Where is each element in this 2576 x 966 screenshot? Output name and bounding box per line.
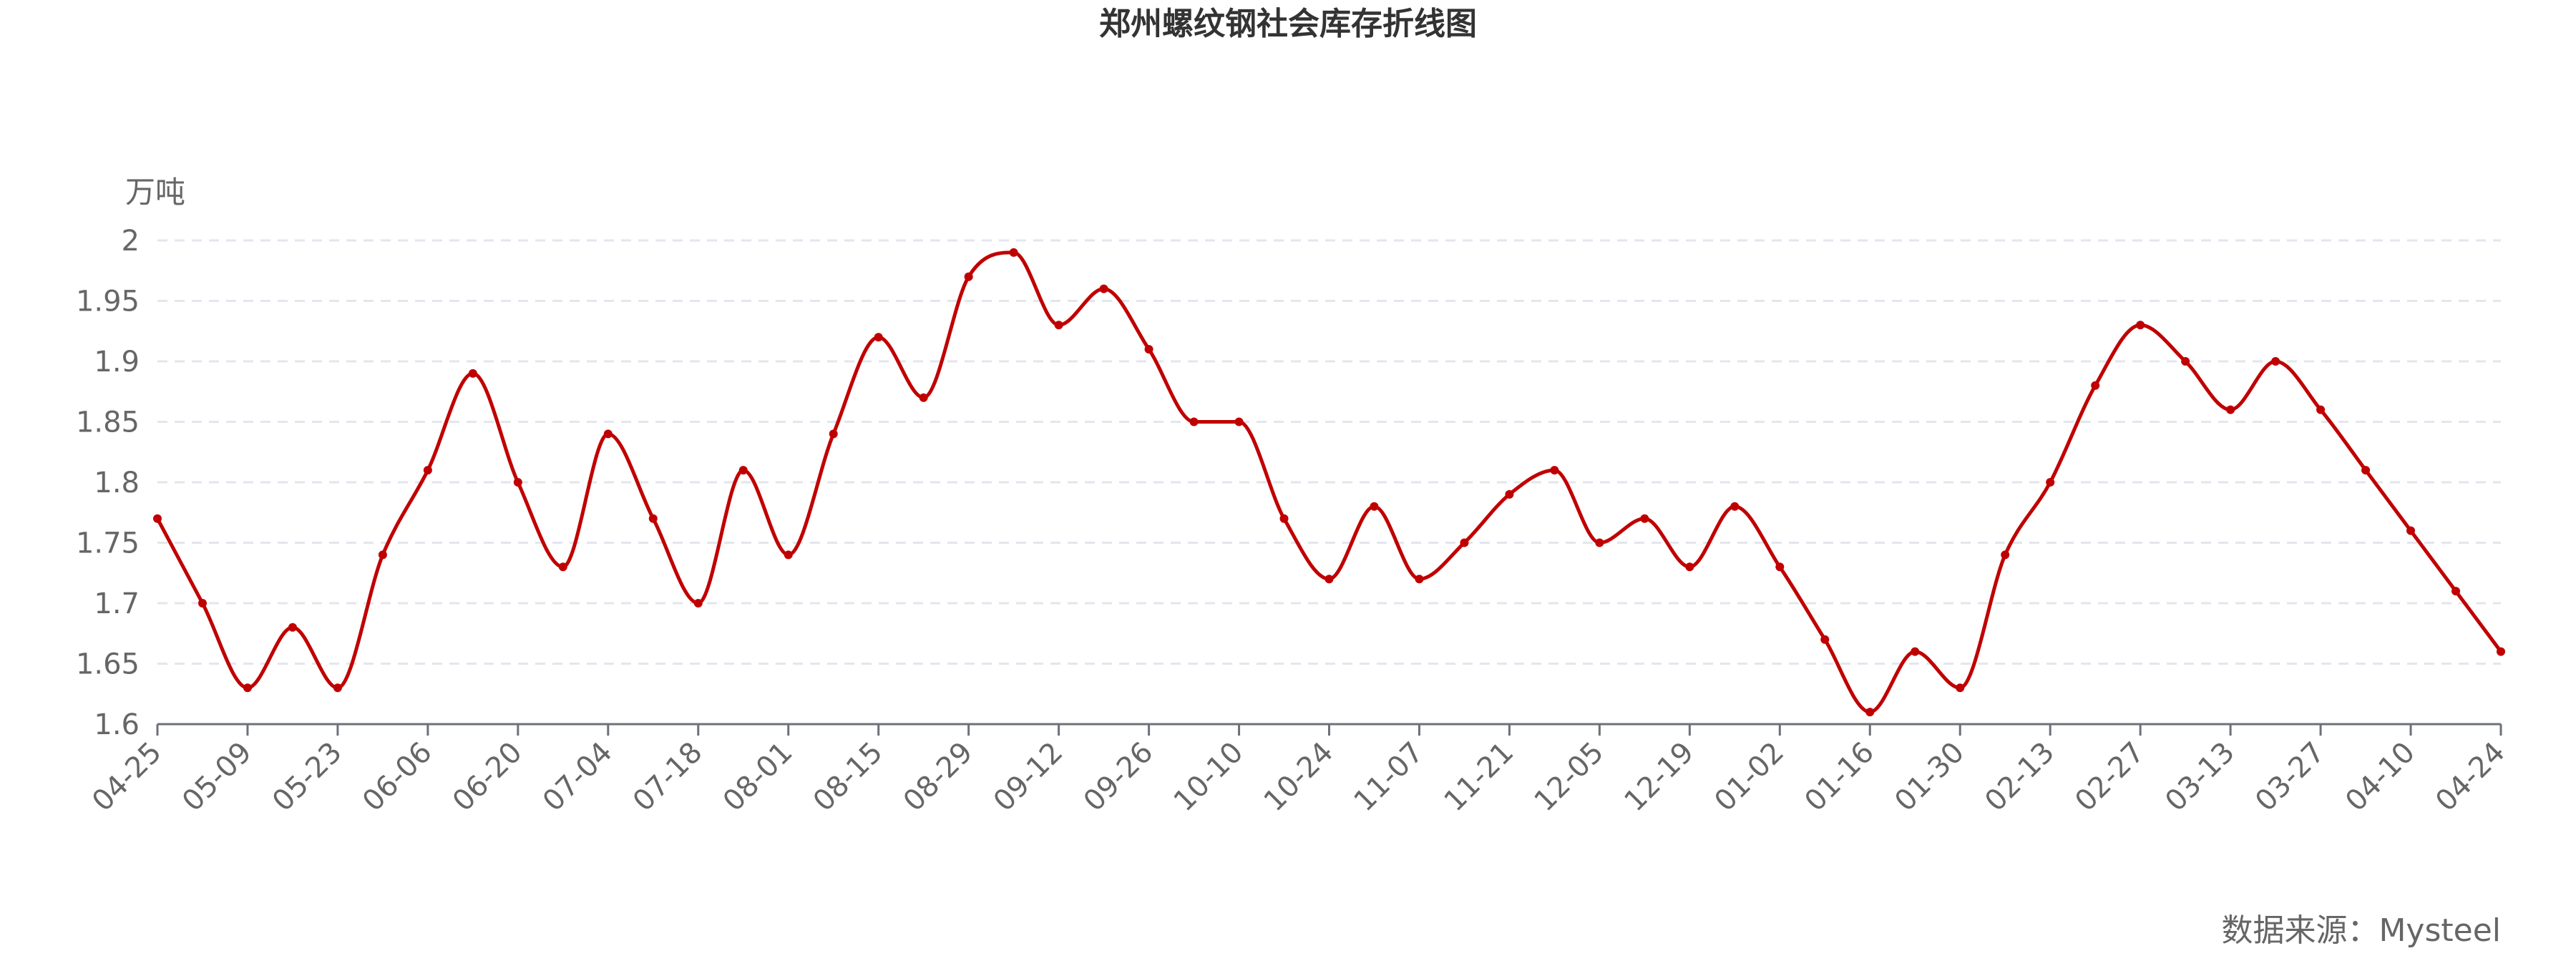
data-point	[197, 599, 207, 608]
data-point	[333, 683, 342, 693]
data-point	[1956, 683, 1965, 693]
data-point	[2497, 647, 2505, 656]
data-point	[2091, 381, 2100, 390]
data-point	[1054, 321, 1063, 330]
x-tick-label: 04-24	[2429, 736, 2512, 818]
gridlines	[157, 239, 2501, 665]
data-point	[1730, 502, 1740, 511]
data-point	[648, 514, 658, 523]
x-tick-label: 05-09	[176, 736, 258, 818]
data-point	[919, 393, 928, 402]
data-point	[378, 550, 387, 560]
data-point	[1865, 708, 1875, 717]
y-tick-label: 1.75	[76, 527, 140, 560]
y-tick-label: 1.9	[94, 346, 140, 379]
series-layer	[153, 248, 2505, 717]
data-point	[1234, 417, 1244, 426]
x-tick-label: 12-05	[1528, 736, 1611, 818]
x-tick-label: 03-13	[2159, 736, 2241, 818]
data-point	[1685, 562, 1694, 572]
x-axis-ticks: 04-25 05-09 05-23 06-06 06-20 07-04 07-18 08-01…	[86, 724, 2512, 818]
y-tick-label: 2	[122, 225, 140, 258]
data-point	[423, 466, 432, 475]
x-tick-label: 05-23	[266, 736, 348, 818]
x-tick-label: 11-21	[1438, 736, 1521, 818]
data-point	[1550, 466, 1559, 475]
data-point	[1324, 575, 1334, 584]
x-tick-label: 01-02	[1708, 736, 1790, 818]
data-point	[1775, 562, 1785, 572]
y-tick-label: 1.85	[76, 406, 140, 439]
chart-title: 郑州螺纹钢社会库存折线图	[1099, 6, 1477, 42]
x-tick-label: 10-24	[1258, 736, 1340, 818]
data-point	[2451, 587, 2461, 596]
data-point	[2046, 478, 2055, 487]
data-point	[2361, 466, 2371, 475]
x-tick-label: 09-12	[987, 736, 1070, 818]
x-tick-label: 01-30	[1888, 736, 1971, 818]
x-tick-label: 08-29	[897, 736, 980, 818]
y-tick-label: 1.8	[94, 467, 140, 499]
x-tick-label: 07-04	[537, 736, 619, 818]
data-point	[1099, 284, 1108, 293]
data-point	[1820, 635, 1830, 644]
data-point	[1460, 538, 1469, 547]
x-tick-label: 11-07	[1348, 736, 1430, 818]
source-note: 数据来源：Mysteel	[2221, 912, 2501, 949]
data-point	[829, 429, 838, 439]
data-point	[1370, 502, 1379, 511]
x-tick-label: 01-16	[1798, 736, 1880, 818]
x-tick-label: 10-10	[1168, 736, 1250, 818]
data-point	[153, 514, 162, 523]
data-point	[1144, 345, 1153, 354]
y-axis-ticks: 1.6 1.65 1.7 1.75 1.8 1.85 1.9 1.95 2	[76, 225, 140, 741]
x-tick-label: 08-01	[717, 736, 799, 818]
data-point	[1009, 248, 1018, 257]
data-point	[1595, 538, 1604, 547]
x-tick-label: 02-27	[2069, 736, 2151, 818]
x-tick-label: 04-10	[2339, 736, 2421, 818]
data-point	[693, 599, 703, 608]
data-point	[1505, 489, 1514, 499]
data-point	[2406, 526, 2416, 535]
data-point	[784, 550, 793, 560]
data-point	[513, 478, 522, 487]
data-point	[468, 369, 477, 378]
data-point	[558, 562, 567, 572]
data-point	[2226, 405, 2235, 414]
x-tick-label: 07-18	[627, 736, 709, 818]
x-tick-label: 03-27	[2249, 736, 2331, 818]
y-tick-label: 1.65	[76, 648, 140, 681]
x-tick-label: 08-15	[807, 736, 889, 818]
data-point	[1415, 575, 1424, 584]
y-tick-label: 1.7	[94, 587, 140, 620]
data-point	[1279, 514, 1289, 523]
data-point	[874, 333, 883, 342]
x-tick-label: 12-19	[1618, 736, 1700, 818]
data-point	[2271, 357, 2280, 366]
y-tick-label: 1.95	[76, 286, 140, 318]
x-tick-label: 02-13	[1979, 736, 2061, 818]
data-point	[2181, 357, 2190, 366]
data-point	[603, 429, 613, 439]
data-point	[738, 466, 748, 475]
data-point	[1911, 647, 1920, 656]
x-tick-label: 06-06	[356, 736, 439, 818]
data-point	[2316, 405, 2326, 414]
data-point	[1640, 514, 1649, 523]
data-point	[1189, 417, 1199, 426]
data-point	[288, 623, 297, 632]
data-point	[2136, 321, 2145, 330]
data-point	[964, 272, 973, 281]
data-point	[2001, 550, 2010, 560]
x-tick-label: 04-25	[86, 736, 168, 818]
series-line	[155, 250, 2503, 714]
x-tick-label: 06-20	[447, 736, 529, 818]
y-tick-label: 1.6	[94, 708, 140, 741]
data-point	[243, 683, 252, 693]
x-tick-label: 09-26	[1078, 736, 1160, 818]
y-axis-unit-label: 万吨	[125, 175, 185, 210]
